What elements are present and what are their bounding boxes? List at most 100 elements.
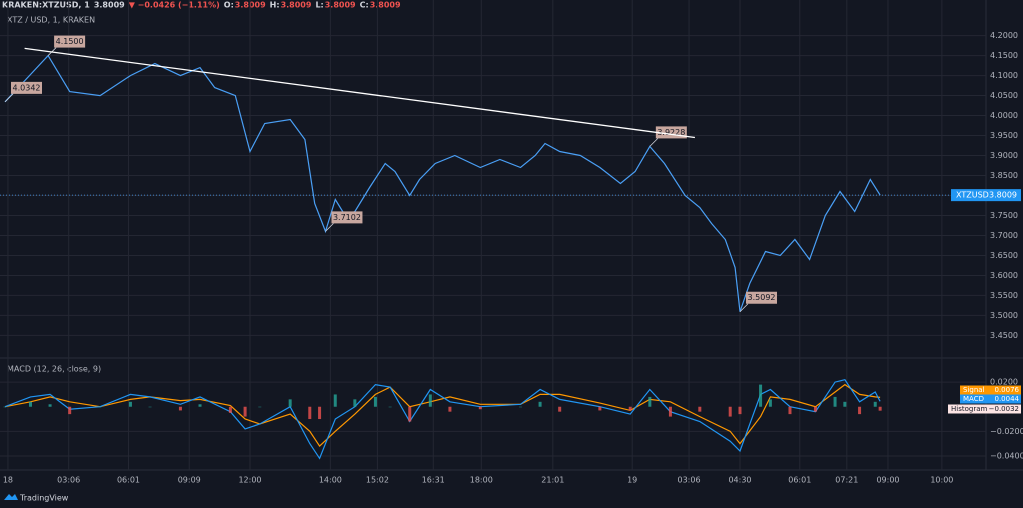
series-line: [4, 383, 881, 448]
callout-box: [11, 81, 42, 94]
x-tick-label: 09:09: [178, 476, 201, 485]
x-tick-label: 19: [627, 476, 637, 485]
histogram-bar: [628, 406, 632, 411]
series-line: [4, 54, 881, 312]
histogram-bar: [668, 406, 672, 417]
x-tick-label: 12:00: [238, 476, 261, 485]
callout-pointer: [4, 93, 14, 103]
histogram-bar: [478, 406, 482, 410]
histogram-bar: [538, 401, 542, 407]
x-tick-label: 18: [3, 476, 13, 485]
histogram-bar: [728, 406, 732, 417]
histogram-bar: [373, 396, 377, 407]
header-text: H:: [270, 1, 280, 10]
histogram-bar: [388, 406, 392, 408]
x-tick-label: 14:00: [319, 476, 342, 485]
histogram-bar: [873, 401, 877, 407]
x-tick-label: 15:02: [366, 476, 389, 485]
callout-label: 3.7102: [333, 213, 361, 222]
histogram-bar: [243, 406, 247, 417]
histogram-bar: [813, 406, 817, 412]
legend-box: [948, 404, 1021, 414]
x-tick-label: 18:00: [470, 476, 493, 485]
header: KRAKEN:XTZUSD, 1 3.8009 ▼ −0.0426 (−1.11%)…: [2, 1, 401, 10]
y-tick-label: 3.6000: [990, 271, 1018, 280]
callout-pointer: [325, 223, 334, 232]
histogram-bar: [768, 399, 772, 407]
x-tick-label: 04:30: [728, 476, 751, 485]
histogram-bar: [318, 406, 322, 420]
histogram-bar: [759, 384, 763, 407]
histogram-bar: [198, 404, 202, 407]
y-tick-label: 3.7500: [990, 211, 1018, 220]
y-tick-label: 4.1000: [990, 71, 1018, 80]
legend-name: MACD: [963, 395, 984, 403]
callout-label: 3.5092: [748, 293, 776, 302]
histogram-bar: [3, 406, 7, 408]
histogram-bar: [258, 406, 262, 408]
y-tick-label: 4.0000: [990, 111, 1018, 120]
y-tick-label: 3.7000: [990, 231, 1018, 240]
histogram-bar: [833, 396, 837, 407]
callout-box: [331, 211, 363, 224]
header-text: KRAKEN:XTZUSD, 1: [2, 1, 90, 10]
x-tick-label: 10:00: [930, 476, 953, 485]
y-tick-label: 4.0500: [990, 91, 1018, 100]
header-text: C:: [360, 1, 369, 10]
price-label-name: XTZUSD: [956, 191, 989, 200]
y-tick-label: 4.1500: [990, 51, 1018, 60]
histogram-bar: [48, 404, 52, 407]
legend-name: Signal: [963, 386, 985, 394]
histogram-bar: [353, 399, 357, 407]
histogram-bar: [128, 401, 132, 407]
x-tick-label: 09:00: [876, 476, 899, 485]
y-tick-label: 3.9000: [990, 151, 1018, 160]
logo: [4, 494, 18, 500]
histogram-bar: [333, 394, 337, 407]
chart-title: XTZ / USD, 1, KRAKEN: [7, 16, 95, 25]
histogram-bar: [858, 406, 862, 415]
histogram-bar: [558, 406, 562, 412]
legend-value: 0.0044: [995, 395, 1020, 403]
histogram-bar: [28, 401, 32, 407]
callout-label: 4.1500: [56, 37, 84, 46]
x-tick-label: 06:01: [788, 476, 811, 485]
histogram-bar: [408, 406, 412, 422]
y-tick-label: 3.5500: [990, 291, 1018, 300]
histogram-bar: [98, 406, 102, 408]
header-text: O:: [224, 1, 234, 10]
price-label-box: [951, 189, 1021, 202]
histogram-bar: [648, 396, 652, 407]
callout-pointer: [739, 303, 749, 313]
histogram-bar: [288, 399, 292, 407]
histogram-bar: [308, 406, 312, 420]
callout-label: 3.9228: [657, 128, 685, 137]
macd-title: MACD (12, 26, close, 9): [7, 365, 101, 374]
histogram-bar: [428, 394, 432, 407]
x-tick-label: 03:06: [57, 476, 80, 485]
callout-label: 4.0342: [13, 83, 41, 92]
header-text: 3.8009: [281, 1, 312, 10]
header-text: 3.8009: [325, 1, 356, 10]
y-tick-label: 3.8500: [990, 171, 1018, 180]
legend-value: −0.0032: [989, 405, 1019, 413]
callout-box: [746, 291, 777, 304]
price-label-value: 3.8009: [989, 191, 1017, 200]
y-tick-label: 3.4500: [990, 331, 1018, 340]
histogram-bar: [598, 406, 602, 411]
x-tick-label: 21:01: [541, 476, 564, 485]
y-tick-label: −0.0400: [990, 451, 1023, 460]
series-line: [4, 379, 881, 460]
x-tick-label: 06:01: [117, 476, 140, 485]
y-tick-label: 3.5000: [990, 311, 1018, 320]
legend-box: [960, 385, 1021, 395]
histogram-bar: [448, 406, 452, 412]
callout-pointer: [649, 138, 659, 147]
legend-value: 0.0076: [995, 386, 1020, 394]
x-tick-label: 07:21: [835, 476, 858, 485]
histogram-bar: [698, 406, 702, 412]
header-text: L:: [315, 1, 323, 10]
y-tick-label: 4.2000: [990, 31, 1018, 40]
